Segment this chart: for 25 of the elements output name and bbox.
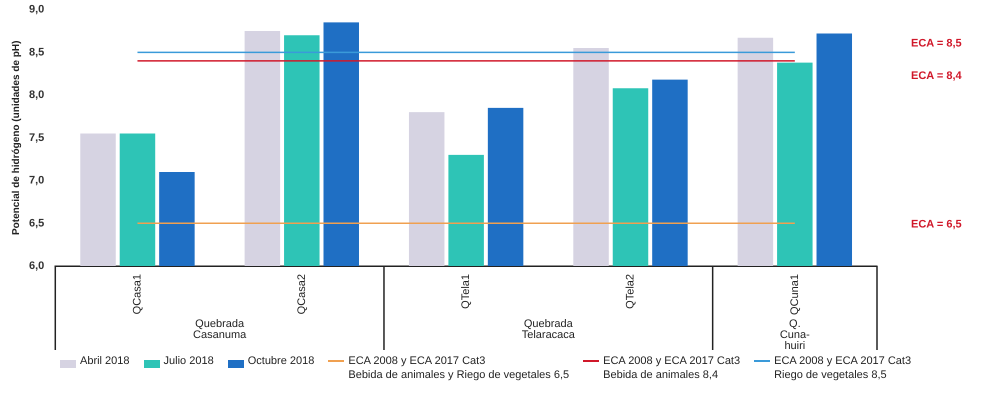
text: ECA = 6,5 [911,218,962,230]
legend-label: ECA 2008 y ECA 2017 Cat3 Bebida de animales 8,4 [603,354,740,382]
text: ECA = 8,4 [911,70,963,82]
y-tick-label: 8,0 [28,89,44,102]
text: Q. Cuna-huiri [780,318,810,352]
y-axis-title: Potencial de hidrógeno (unidades de pH) [10,40,22,236]
y-tick-label: 6,0 [28,260,44,272]
x-tick-label: QCasa2 [296,274,308,314]
legend-label: Octubre 2018 [248,354,314,368]
x-tick-label: QCasa1 [131,274,144,314]
y-tick-label: 7,5 [28,132,44,144]
text: ECA = 8,5 [911,37,962,50]
legend-label: Julio 2018 [164,354,214,368]
y-tick-label: 8,5 [28,46,44,58]
x-tick-label: QTela2 [624,274,637,309]
text: Quebrada Casanuma [193,318,248,341]
legend-label: ECA 2008 y ECA 2017 Cat3 Riego de vegetales 8,5 [774,354,912,382]
y-tick-label: 9,0 [28,4,44,16]
y-tick-label: 6,5 [28,217,44,230]
legend-label: ECA 2008 y ECA 2017 Cat3 Bebida de animales y Riego de vegetales 6,5 [348,354,570,382]
text: Quebrada Telaracaca [522,318,576,341]
x-tick-label: QCuna1 [788,274,801,315]
legend-label: Abril 2018 [80,354,130,368]
x-tick-label: QTela1 [460,274,472,309]
y-tick-label: 7,0 [28,174,44,187]
